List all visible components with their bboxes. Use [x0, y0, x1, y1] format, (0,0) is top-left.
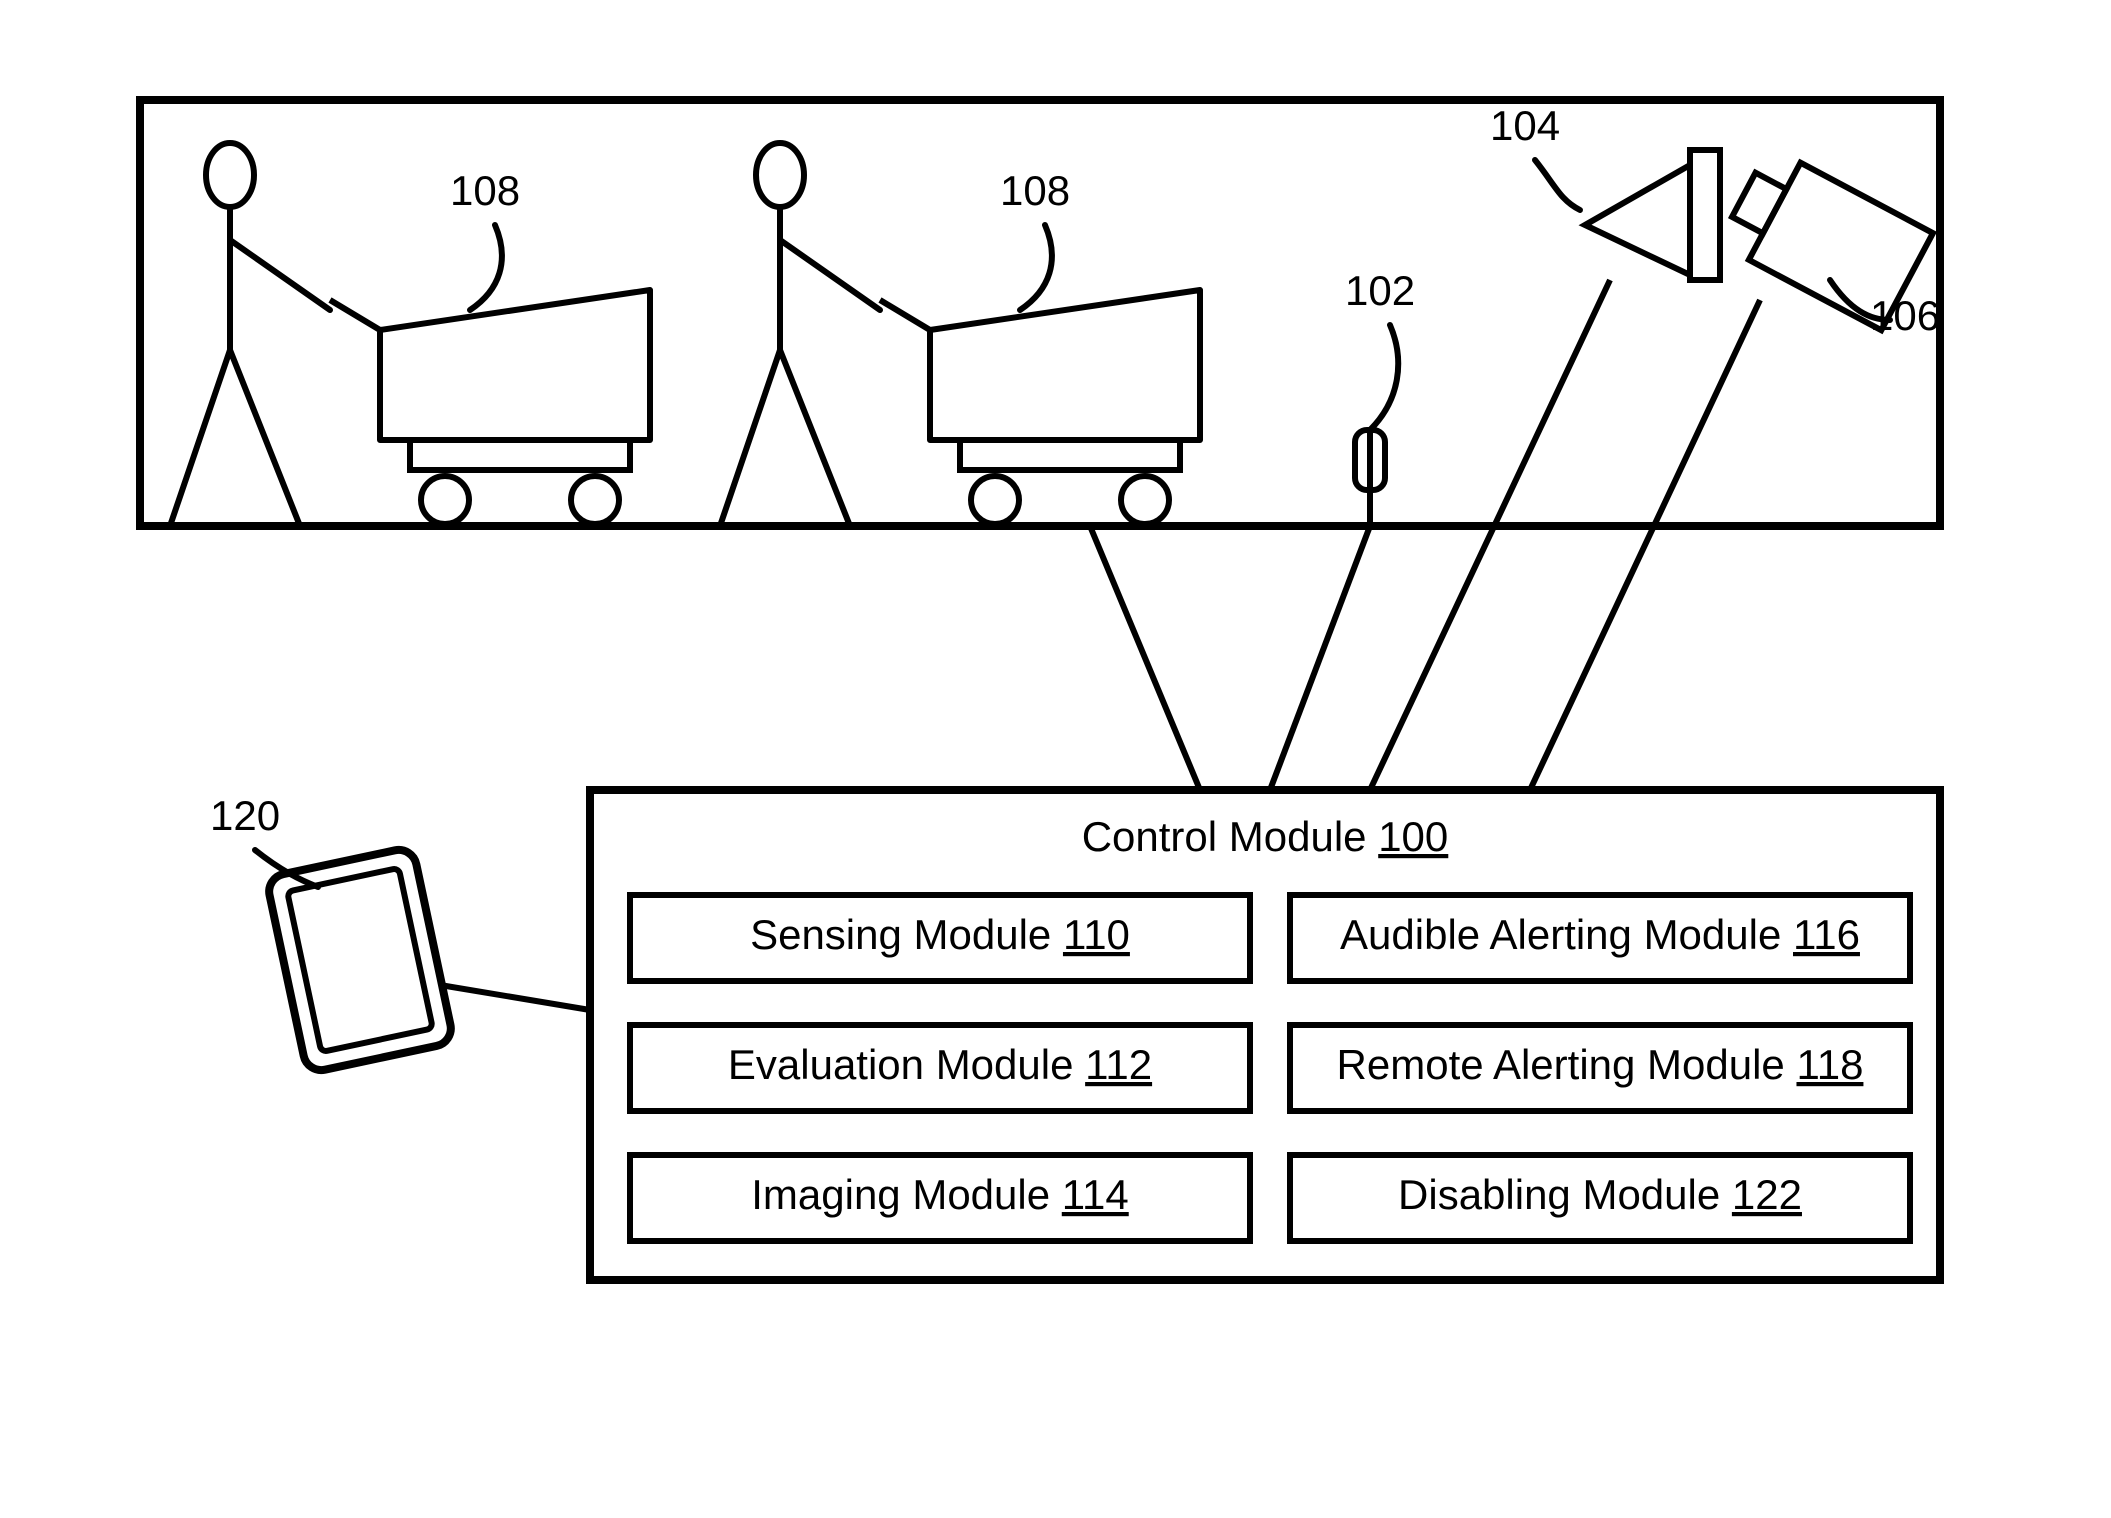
- ref-speaker: 104: [1490, 102, 1560, 149]
- module-left-0-label: Sensing Module 110: [750, 911, 1130, 958]
- control-module-title: Control Module 100: [1082, 813, 1449, 860]
- connector-1: [1270, 526, 1370, 790]
- speaker-icon: [1585, 150, 1720, 280]
- module-right-0-label: Audible Alerting Module 116: [1340, 911, 1860, 958]
- leader-sensor: [1370, 325, 1398, 430]
- shopper-with-cart: [145, 143, 650, 526]
- ref-cart1: 108: [450, 167, 520, 214]
- module-right-1-label: Remote Alerting Module 118: [1337, 1041, 1864, 1088]
- connector-4: [440, 985, 590, 1010]
- ref-camera: 106: [1870, 292, 1940, 339]
- mobile-device-icon: [266, 847, 454, 1074]
- ref-sensor: 102: [1345, 267, 1415, 314]
- connector-2: [1370, 280, 1610, 790]
- connector-0: [1090, 526, 1200, 790]
- module-left-2-label: Imaging Module 114: [751, 1171, 1128, 1218]
- shopper-with-cart: [695, 143, 1200, 526]
- leader-cart1: [470, 225, 502, 310]
- leader-speaker: [1535, 160, 1580, 210]
- module-left-1-label: Evaluation Module 112: [728, 1041, 1152, 1088]
- ref-device: 120: [210, 792, 280, 839]
- module-right-2-label: Disabling Module 122: [1398, 1171, 1802, 1218]
- leader-cart2: [1020, 225, 1052, 310]
- ref-cart2: 108: [1000, 167, 1070, 214]
